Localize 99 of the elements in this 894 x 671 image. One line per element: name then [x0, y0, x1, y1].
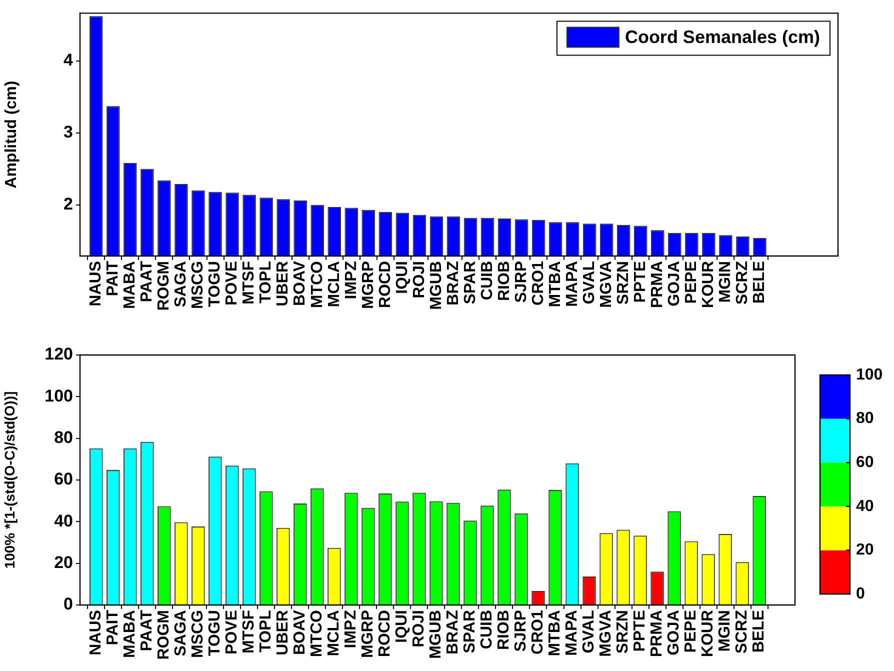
- x-tick-label: PRMA: [648, 610, 666, 658]
- x-tick-label: BRAZ: [444, 260, 462, 306]
- x-tick-label: RIOB: [496, 610, 513, 650]
- y-tick-label: 3: [64, 122, 73, 142]
- x-tick-label: CRO1: [530, 610, 547, 654]
- x-tick-label: PEPE: [682, 610, 700, 653]
- x-tick-label: IMPZ: [342, 260, 360, 300]
- x-tick-label: BOAV: [292, 610, 309, 656]
- x-tick-label: PAIT: [104, 260, 122, 296]
- x-tick-label: UBER: [274, 260, 292, 306]
- x-tick-label: BRAZ: [444, 610, 462, 654]
- x-tick-label: MGRP: [360, 260, 377, 309]
- x-tick-label: SCRZ: [734, 610, 751, 654]
- y-axis-title: 100% *[1-(std(O-C)/std(O))]: [1, 391, 18, 569]
- x-tick-label: PRMA: [649, 260, 666, 308]
- x-tick-label: SJRP: [512, 610, 530, 652]
- x-tick-label: SCRZ: [734, 260, 752, 305]
- y-tick-label: 0: [64, 594, 73, 614]
- x-tick-label: UBER: [274, 610, 292, 656]
- color-bar-label: 40: [856, 498, 874, 515]
- y-tick-label: 4: [64, 50, 74, 70]
- x-tick-label: MABA: [122, 260, 139, 309]
- x-tick-label: MGRP: [360, 610, 377, 658]
- x-tick-label: IQUI: [394, 261, 411, 294]
- y-tick-label: 60: [54, 470, 73, 489]
- x-tick-label: MTSF: [240, 260, 258, 305]
- x-tick-label: IMPZ: [342, 610, 360, 648]
- color-bar-label: 60: [856, 454, 874, 472]
- y-axis-title: Amplitud (cm): [3, 80, 20, 188]
- x-tick-label: GVAL: [580, 610, 598, 654]
- x-tick-label: ROGM: [156, 261, 173, 311]
- x-tick-label: KOUR: [700, 610, 717, 658]
- x-tick-label: CUIB: [478, 610, 496, 650]
- x-tick-label: MGIN: [717, 261, 734, 303]
- y-tick-label: 80: [54, 428, 73, 448]
- x-tick-label: ROJI: [410, 261, 428, 298]
- x-tick-label: MSCG: [190, 261, 207, 309]
- x-tick-label: RIOB: [496, 261, 513, 301]
- x-tick-label: GVAL: [580, 260, 598, 304]
- color-bar-label: 20: [856, 542, 874, 559]
- x-tick-label: PPTE: [632, 260, 650, 303]
- x-tick-label: MAPA: [564, 610, 581, 656]
- x-tick-label: SAGA: [172, 260, 190, 308]
- x-tick-label: BELE: [750, 610, 768, 653]
- x-tick-label: MGUB: [428, 261, 445, 310]
- x-tick-label: SAGA: [172, 610, 190, 656]
- x-tick-label: POVE: [224, 610, 241, 654]
- x-tick-label: MCLA: [326, 610, 343, 656]
- x-tick-label: MTSF: [240, 610, 258, 654]
- x-tick-label: IQUI: [394, 610, 411, 643]
- x-tick-label: PEPE: [683, 260, 700, 304]
- x-tick-label: ROJI: [410, 610, 428, 648]
- x-tick-label: BOAV: [292, 260, 309, 306]
- x-tick-label: PAIT: [104, 610, 122, 646]
- x-tick-label: ROCD: [376, 261, 394, 308]
- x-tick-label: MGVA: [598, 260, 616, 308]
- y-tick-label: 40: [54, 511, 73, 530]
- y-tick-label: 100: [44, 386, 73, 406]
- x-tick-label: TOGU: [206, 610, 224, 656]
- x-tick-label: MTBA: [546, 610, 564, 656]
- x-tick-label: BELE: [751, 260, 768, 304]
- y-tick-label: 20: [54, 553, 73, 572]
- x-tick-label: TOGU: [206, 261, 224, 307]
- x-tick-label: NAUS: [88, 260, 105, 306]
- x-tick-label: CUIB: [478, 261, 496, 300]
- x-tick-label: MTBA: [546, 260, 564, 308]
- x-tick-label: SPAR: [462, 260, 479, 304]
- legend-label: Coord Semanales (cm): [624, 27, 820, 48]
- x-tick-label: TOPL: [258, 610, 275, 652]
- x-tick-label: ROGM: [156, 610, 173, 660]
- x-tick-label: MGVA: [598, 610, 615, 657]
- x-tick-label: KOUR: [700, 260, 718, 308]
- y-tick-label: 2: [64, 194, 73, 214]
- x-tick-label: TOPL: [258, 260, 275, 304]
- x-tick-label: MSCG: [190, 610, 207, 658]
- x-tick-label: MTCO: [308, 261, 326, 308]
- x-tick-label: PAAT: [138, 610, 156, 652]
- x-tick-label: MTCO: [308, 610, 326, 658]
- x-tick-label: MAPA: [564, 260, 581, 307]
- color-bar-label: 80: [856, 410, 874, 428]
- color-bar-label: 0: [856, 585, 865, 602]
- color-bar-label: 100: [856, 366, 883, 384]
- x-tick-label: SPAR: [462, 610, 479, 654]
- x-tick-label: POVE: [224, 260, 241, 306]
- y-tick-label: 120: [44, 344, 73, 364]
- x-tick-label: CRO1: [530, 260, 547, 306]
- x-tick-label: MCLA: [326, 260, 343, 308]
- x-tick-label: ROCD: [376, 610, 394, 658]
- x-tick-label: NAUS: [88, 610, 105, 656]
- x-tick-label: GOJA: [666, 260, 684, 306]
- x-tick-label: PAAT: [138, 260, 156, 302]
- x-tick-label: MGIN: [716, 610, 734, 652]
- x-tick-label: MABA: [122, 610, 139, 658]
- x-tick-label: MGUB: [428, 610, 445, 659]
- x-tick-label: SJRP: [512, 260, 530, 303]
- x-tick-label: SRZN: [615, 261, 632, 305]
- x-tick-label: GOJA: [666, 610, 683, 656]
- x-tick-label: PPTE: [632, 610, 649, 652]
- x-tick-label: SRZN: [614, 610, 632, 654]
